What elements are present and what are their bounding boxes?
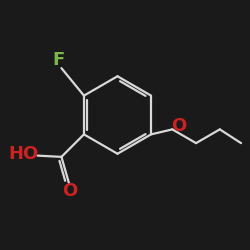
Text: F: F <box>53 51 65 69</box>
Text: O: O <box>62 182 78 200</box>
Text: O: O <box>171 116 186 134</box>
Text: HO: HO <box>9 145 39 164</box>
